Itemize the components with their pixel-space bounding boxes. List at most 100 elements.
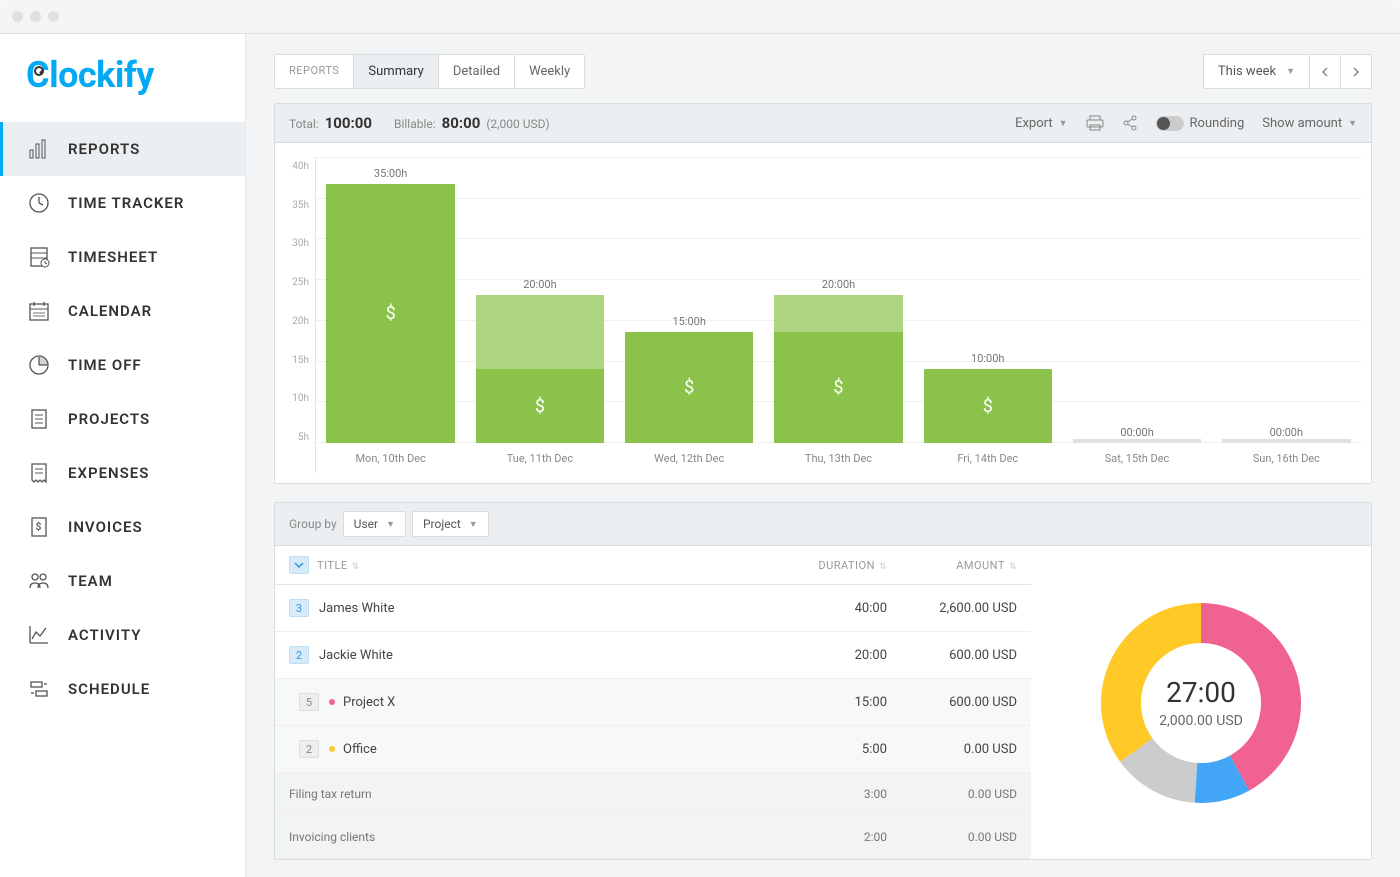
nav-label: PROJECTS	[68, 410, 150, 428]
groupby-primary-select[interactable]: User ▼	[343, 511, 406, 537]
table-row[interactable]: 5Project X 15:00 600.00 USD	[275, 679, 1031, 726]
sidebar-item-activity[interactable]: ACTIVITY	[0, 608, 245, 662]
export-label: Export	[1015, 116, 1053, 131]
clock-icon	[28, 192, 50, 214]
sidebar-item-projects[interactable]: PROJECTS	[0, 392, 245, 446]
date-next-button[interactable]	[1341, 54, 1372, 89]
table-row[interactable]: 2Jackie White 20:00 600.00 USD	[275, 632, 1031, 679]
bar-column: 15:00h $ Wed, 12th Dec	[615, 157, 764, 473]
chevron-down-icon: ▼	[1348, 118, 1357, 129]
bar-column: 00:00hSun, 16th Dec	[1212, 157, 1361, 473]
toggle-icon	[1156, 116, 1184, 131]
tab-summary[interactable]: Summary	[354, 55, 438, 88]
sidebar-item-expenses[interactable]: EXPENSES	[0, 446, 245, 500]
total-label: Total:	[289, 117, 319, 131]
donut-time: 27:00	[1166, 676, 1236, 709]
sheet-icon	[28, 246, 50, 268]
logo: Clockify	[0, 34, 245, 122]
date-prev-button[interactable]	[1310, 54, 1341, 89]
show-amount-button[interactable]: Show amount ▼	[1262, 116, 1357, 131]
project-dot	[329, 746, 335, 752]
chrome-dot	[48, 11, 59, 22]
bar-column: 10:00h $ Fri, 14th Dec	[913, 157, 1062, 473]
print-button[interactable]	[1086, 115, 1104, 131]
sidebar: Clockify REPORTS TIME TRACKER TIMESHEET CAL…	[0, 34, 246, 877]
count-badge: 3	[289, 599, 309, 617]
totals: Total: 100:00 Billable: 80:00 (2,000 USD…	[289, 114, 550, 132]
people-icon	[28, 570, 50, 592]
export-button[interactable]: Export ▼	[1015, 116, 1067, 131]
share-button[interactable]	[1122, 115, 1138, 131]
donut-amount: 2,000.00 USD	[1159, 713, 1243, 729]
chevron-down-icon: ▼	[1059, 118, 1068, 129]
sidebar-item-schedule[interactable]: SCHEDULE	[0, 662, 245, 716]
table-row[interactable]: 3James White 40:00 2,600.00 USD	[275, 585, 1031, 632]
bar-column: 35:00h $ Mon, 10th Dec	[316, 157, 465, 473]
col-title-header[interactable]: TITLE⇅	[317, 559, 757, 572]
print-icon	[1086, 115, 1104, 131]
billable-amount: (2,000 USD)	[486, 117, 549, 131]
chevron-down-icon: ▼	[469, 519, 478, 530]
chrome-dot	[12, 11, 23, 22]
report-tabs: REPORTS SummaryDetailedWeekly	[274, 54, 585, 89]
bar-chart: 40h35h30h25h20h15h10h5h 35:00h $ Mon, 10…	[275, 143, 1371, 483]
tab-detailed[interactable]: Detailed	[439, 55, 515, 88]
share-icon	[1122, 115, 1138, 131]
col-amount-header[interactable]: AMOUNT⇅	[887, 559, 1017, 572]
activity-icon	[28, 624, 50, 646]
rounding-toggle[interactable]: Rounding	[1156, 116, 1245, 131]
total-value: 100:00	[325, 114, 372, 132]
count-badge: 2	[289, 646, 309, 664]
receipt-icon	[28, 462, 50, 484]
bar-chart-icon	[28, 138, 50, 160]
document-icon	[28, 408, 50, 430]
nav-label: TIMESHEET	[68, 248, 158, 266]
table-row[interactable]: 2Office 5:00 0.00 USD	[275, 726, 1031, 773]
clock-quarter-icon	[28, 354, 50, 376]
table-row[interactable]: Filing tax return 3:00 0.00 USD	[275, 773, 1031, 816]
sidebar-item-reports[interactable]: REPORTS	[0, 122, 245, 176]
nav-label: CALENDAR	[68, 302, 152, 320]
grouping-panel: Group by User ▼ Project ▼ TITLE⇅ DURATIO…	[274, 502, 1372, 860]
sidebar-item-timesheet[interactable]: TIMESHEET	[0, 230, 245, 284]
count-badge: 5	[299, 693, 319, 711]
col-duration-header[interactable]: DURATION⇅	[757, 559, 887, 572]
window-chrome	[0, 0, 1400, 34]
calendar-icon	[28, 300, 50, 322]
table-row[interactable]: Invoicing clients 2:00 0.00 USD	[275, 816, 1031, 859]
donut-chart: 27:00 2,000.00 USD	[1031, 546, 1371, 859]
svg-text:$: $	[36, 520, 43, 533]
bar-column: 20:00h $ Tue, 11th Dec	[465, 157, 614, 473]
date-controls: This week ▼	[1203, 54, 1372, 89]
chevron-down-icon: ▼	[1286, 66, 1295, 77]
sidebar-item-team[interactable]: TEAM	[0, 554, 245, 608]
count-badge: 2	[299, 740, 319, 758]
sidebar-item-time-tracker[interactable]: TIME TRACKER	[0, 176, 245, 230]
billable-label: Billable:	[394, 117, 436, 131]
nav-label: TIME TRACKER	[68, 194, 184, 212]
nav-label: TIME OFF	[68, 356, 142, 374]
rounding-label: Rounding	[1190, 116, 1245, 131]
data-table: TITLE⇅ DURATION⇅ AMOUNT⇅ 3James White 40…	[275, 546, 1031, 859]
sidebar-item-calendar[interactable]: CALENDAR	[0, 284, 245, 338]
sidebar-item-invoices[interactable]: $INVOICES	[0, 500, 245, 554]
schedule-icon	[28, 678, 50, 700]
nav-label: EXPENSES	[68, 464, 149, 482]
nav-label: TEAM	[68, 572, 113, 590]
date-range-select[interactable]: This week ▼	[1203, 54, 1310, 89]
date-range-label: This week	[1218, 64, 1276, 79]
show-amount-label: Show amount	[1262, 116, 1342, 131]
invoice-icon: $	[28, 516, 50, 538]
tab-weekly[interactable]: Weekly	[515, 55, 584, 88]
expand-all-button[interactable]	[289, 556, 309, 574]
chart-panel: Total: 100:00 Billable: 80:00 (2,000 USD…	[274, 103, 1372, 484]
nav-label: ACTIVITY	[68, 626, 141, 644]
main-content: REPORTS SummaryDetailedWeekly This week …	[246, 34, 1400, 877]
groupby-secondary-select[interactable]: Project ▼	[412, 511, 489, 537]
bar-column: 20:00h $ Thu, 13th Dec	[764, 157, 913, 473]
tabs-label: REPORTS	[275, 55, 354, 88]
nav-label: REPORTS	[68, 140, 140, 158]
groupby-label: Group by	[289, 517, 337, 531]
nav-label: SCHEDULE	[68, 680, 150, 698]
sidebar-item-time-off[interactable]: TIME OFF	[0, 338, 245, 392]
